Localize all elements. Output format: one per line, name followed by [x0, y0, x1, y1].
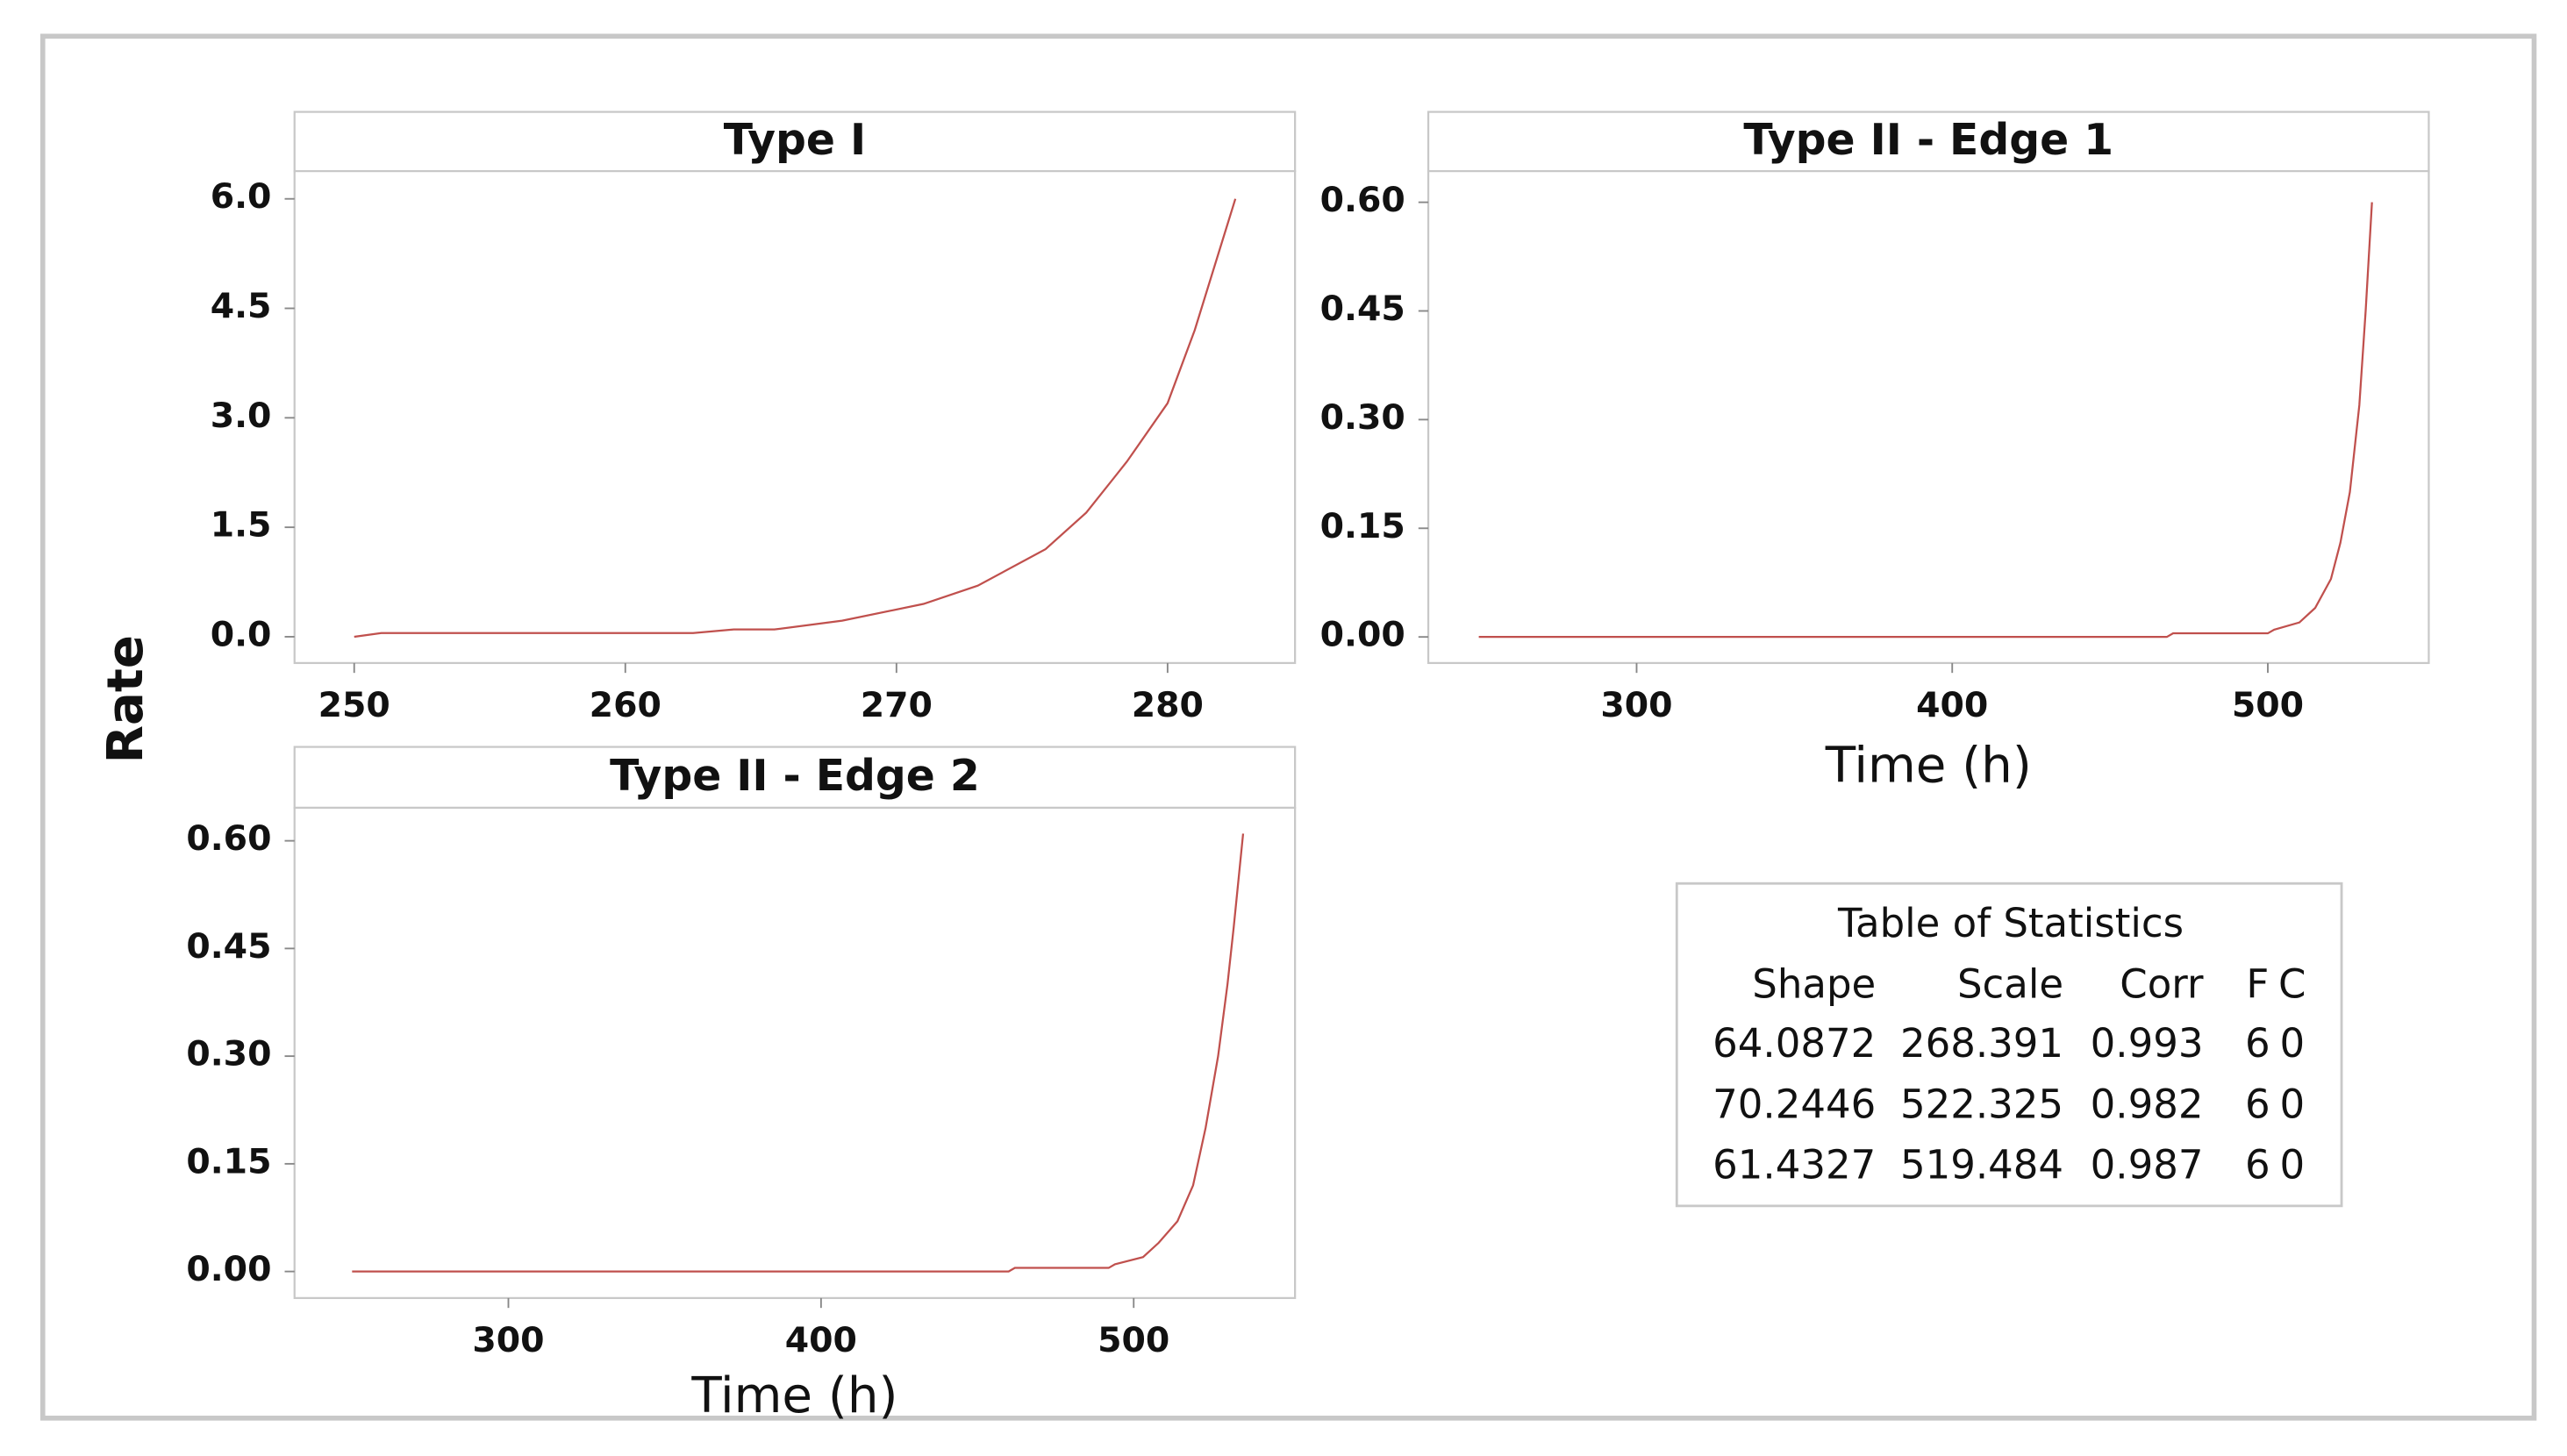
table-cell: 6	[2245, 1081, 2270, 1127]
x-tick-label: 500	[2232, 685, 2304, 725]
table-cell: 522.325	[1900, 1081, 2063, 1127]
panel-header	[293, 746, 1297, 810]
hazard-line	[1478, 202, 2373, 639]
table-title: Table of Statistics	[1837, 900, 2184, 946]
y-tick-label: 1.5	[211, 505, 272, 546]
y-tick-label: 6.0	[211, 176, 272, 217]
x-axis-label: Time (h)	[690, 1367, 897, 1424]
y-tick-label: 0.00	[186, 1249, 271, 1289]
table-cell: 268.391	[1900, 1020, 2063, 1067]
table-cell: 0.987	[2091, 1142, 2204, 1188]
x-tick-label: 400	[1916, 685, 1988, 725]
y-tick-label: 0.45	[186, 926, 271, 967]
y-tick-label: 0.15	[186, 1141, 271, 1181]
panel-title: Type II - Edge 1	[1743, 116, 2113, 165]
table-header: F	[2246, 960, 2269, 1007]
y-tick-label: 0.15	[1320, 506, 1405, 546]
y-tick-label: 0.45	[1320, 289, 1405, 329]
hazard-line	[354, 198, 1237, 639]
y-tick-label: 0.0	[211, 614, 272, 654]
x-tick-label: 300	[472, 1320, 544, 1360]
table-cell: 0.982	[2091, 1081, 2204, 1127]
plot-frame	[1427, 169, 2430, 665]
stats-table-box	[1675, 881, 2343, 1208]
table-cell: 64.0872	[1713, 1020, 1876, 1067]
x-axis-label: Time (h)	[1825, 738, 2032, 795]
table-cell: 6	[2245, 1020, 2270, 1067]
plot-frame	[293, 806, 1297, 1300]
table-cell: 0	[2279, 1081, 2305, 1127]
x-tick-label: 280	[1132, 685, 1204, 725]
y-axis-label: Rate	[97, 635, 154, 763]
x-tick-label: 300	[1600, 685, 1672, 725]
y-tick-label: 0.30	[186, 1034, 271, 1074]
table-cell: 70.2446	[1713, 1081, 1876, 1127]
panel-title: Type I	[724, 116, 866, 165]
x-tick-label: 400	[785, 1320, 857, 1360]
x-tick-label: 500	[1098, 1320, 1169, 1360]
y-tick-label: 4.5	[211, 286, 272, 326]
table-cell: 0	[2279, 1020, 2305, 1067]
table-header: Shape	[1752, 960, 1876, 1007]
panel-header	[293, 111, 1297, 173]
x-tick-label: 250	[318, 685, 390, 725]
panel-title: Type II - Edge 2	[610, 752, 980, 801]
table-cell: 61.4327	[1713, 1142, 1876, 1188]
panel-header	[1427, 111, 2430, 173]
y-tick-label: 0.00	[1320, 615, 1405, 655]
plot-frame	[293, 169, 1297, 665]
table-header: Scale	[1957, 960, 2063, 1007]
x-tick-label: 270	[861, 685, 933, 725]
table-cell: 519.484	[1900, 1142, 2063, 1188]
x-tick-label: 260	[590, 685, 661, 725]
table-cell: 6	[2245, 1142, 2270, 1188]
table-cell: 0	[2279, 1142, 2305, 1188]
y-tick-label: 0.60	[186, 818, 271, 859]
y-tick-label: 0.60	[1320, 180, 1405, 220]
hazard-line	[352, 833, 1245, 1273]
y-tick-label: 0.30	[1320, 397, 1405, 438]
table-cell: 0.993	[2091, 1020, 2204, 1067]
table-header: Corr	[2120, 960, 2204, 1007]
y-tick-label: 3.0	[211, 396, 272, 436]
table-header: C	[2278, 960, 2306, 1007]
